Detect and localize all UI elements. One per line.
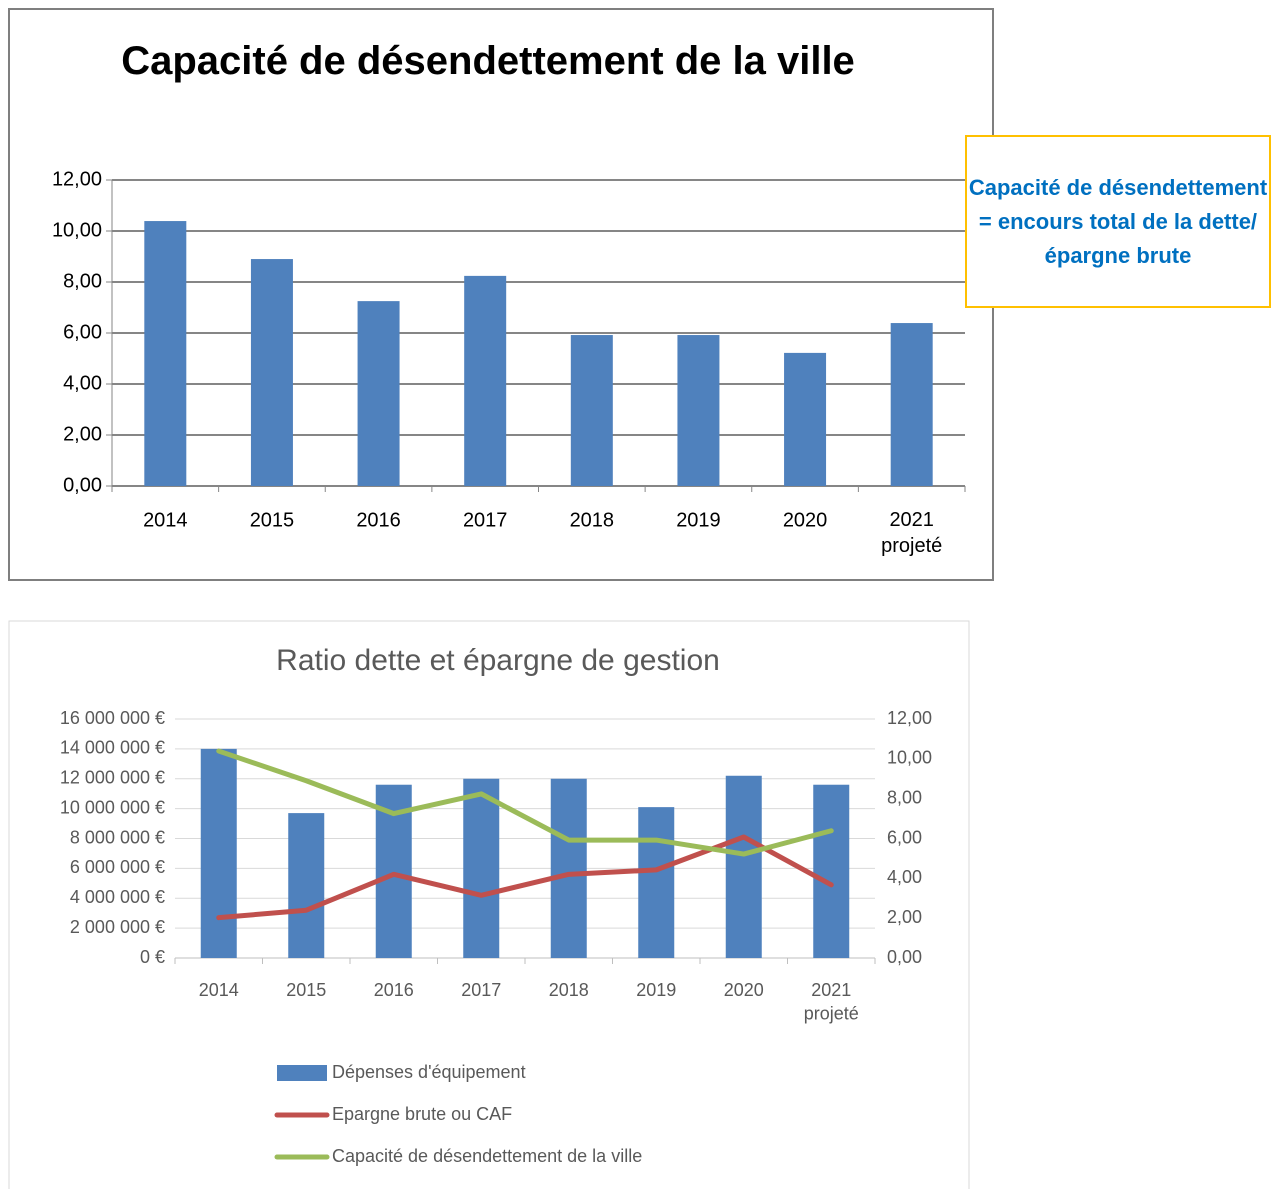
y-tick-label: 14 000 000 € (60, 738, 165, 758)
x-tick-label: 2018 (549, 980, 589, 1000)
y-tick-label: 4 000 000 € (70, 887, 165, 907)
x-tick-label: 2014 (143, 509, 188, 531)
legend-label: Epargne brute ou CAF (332, 1104, 512, 1124)
x-tick-label: 2017 (461, 980, 501, 1000)
y2-tick-label: 0,00 (887, 947, 922, 967)
line-series (216, 834, 834, 921)
y-tick-label: 2 000 000 € (70, 917, 165, 937)
bar (288, 813, 325, 958)
y-tick-label: 10,00 (52, 219, 102, 241)
bar (357, 301, 400, 486)
y-tick-label: 0 € (140, 947, 165, 967)
x-tick-label: 2017 (463, 509, 508, 531)
y-tick-label: 8 000 000 € (70, 827, 165, 847)
bar (250, 259, 293, 486)
x-tick-label: 2019 (636, 980, 676, 1000)
x-tick-label: 2018 (570, 509, 615, 531)
y2-tick-label: 4,00 (887, 867, 922, 887)
y-tick-label: 6,00 (63, 321, 102, 343)
y-tick-label: 16 000 000 € (60, 708, 165, 728)
x-tick-label: 2015 (286, 980, 326, 1000)
bar (813, 784, 850, 958)
y-tick-label: 0,00 (63, 474, 102, 496)
y-tick-label: 6 000 000 € (70, 857, 165, 877)
bar (144, 221, 187, 486)
y2-tick-label: 12,00 (887, 708, 932, 728)
x-tick-label: 2016 (374, 980, 414, 1000)
y-tick-label: 10 000 000 € (60, 797, 165, 817)
bar (550, 778, 587, 958)
legend-label: Capacité de désendettement de la ville (332, 1146, 642, 1166)
x-tick-label: 2021 projeté (881, 509, 942, 557)
y2-tick-label: 2,00 (887, 907, 922, 927)
bar (890, 323, 933, 486)
y-tick-label: 12 000 000 € (60, 768, 165, 788)
bar (784, 352, 827, 486)
bar (570, 335, 613, 486)
annotation: Capacité de désendettement = encours tot… (965, 135, 1271, 308)
x-tick-label: 2019 (676, 509, 721, 531)
line-series (216, 748, 834, 857)
bar (725, 775, 762, 958)
bar (464, 275, 507, 486)
legend-swatch (277, 1065, 327, 1081)
y-tick-label: 2,00 (63, 423, 102, 445)
x-tick-label: 2021 projeté (804, 980, 859, 1023)
x-tick-label: 2014 (199, 980, 239, 1000)
chart-title: Ratio dette et épargne de gestion (276, 644, 720, 677)
bar (677, 335, 720, 486)
x-tick-label: 2016 (356, 509, 401, 531)
x-tick-label: 2020 (783, 509, 828, 531)
chart-title: Capacité de désendettement de la ville (121, 39, 855, 83)
bar (638, 807, 675, 958)
y-tick-label: 4,00 (63, 372, 102, 394)
y2-tick-label: 6,00 (887, 827, 922, 847)
x-tick-label: 2020 (724, 980, 764, 1000)
bar (463, 778, 500, 958)
bar (200, 748, 237, 958)
legend-label: Dépenses d'équipement (332, 1062, 526, 1082)
y2-tick-label: 8,00 (887, 787, 922, 807)
y-tick-label: 12,00 (52, 168, 102, 190)
y-tick-label: 8,00 (63, 270, 102, 292)
y2-tick-label: 10,00 (887, 748, 932, 768)
x-tick-label: 2015 (250, 509, 295, 531)
